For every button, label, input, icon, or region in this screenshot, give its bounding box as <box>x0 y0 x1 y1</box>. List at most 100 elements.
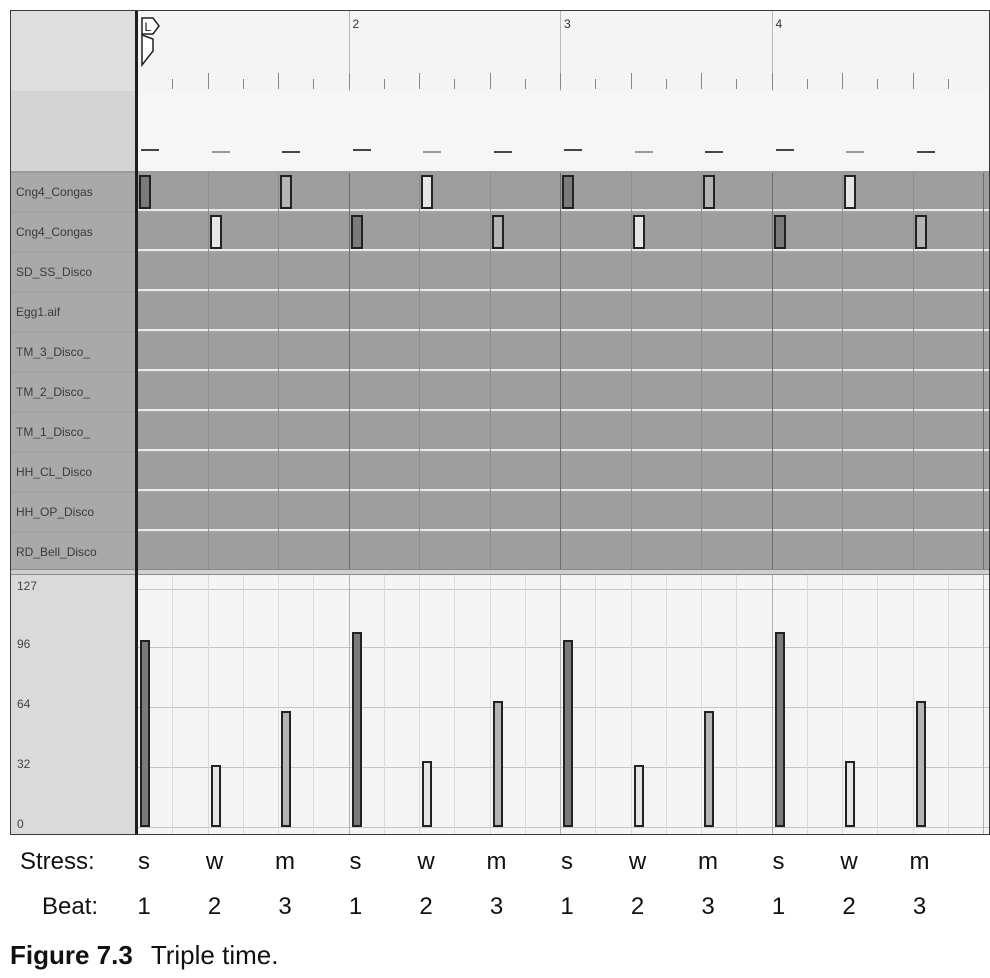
velocity-vgrid <box>877 575 879 834</box>
bar-line <box>348 11 350 91</box>
velocity-vgrid <box>560 575 561 834</box>
lane-grid-line <box>983 173 984 571</box>
track-name[interactable]: SD_SS_Disco <box>11 253 137 291</box>
velocity-scale: 127 96 64 32 0 <box>11 575 138 834</box>
drum-note[interactable] <box>844 175 856 209</box>
drum-note[interactable] <box>632 215 645 249</box>
drum-note[interactable] <box>562 175 574 209</box>
track-name[interactable]: Cng4_Congas <box>11 173 137 211</box>
velocity-bar[interactable] <box>351 632 362 827</box>
ruler-tick <box>877 79 879 89</box>
ruler-tick <box>560 73 561 89</box>
drum-lane[interactable]: HH_OP_Disco <box>11 493 989 531</box>
controller-dash <box>141 149 159 151</box>
controller-strip-corner <box>11 91 138 171</box>
velocity-bar[interactable] <box>563 639 573 827</box>
drum-lane[interactable]: Cng4_Congas <box>11 173 989 211</box>
pane-splitter[interactable] <box>11 569 989 575</box>
ruler-tick <box>419 73 420 89</box>
drum-note[interactable] <box>209 215 222 249</box>
track-name[interactable]: Egg1.aif <box>11 293 137 331</box>
drum-note[interactable] <box>139 175 151 209</box>
stress-value: s <box>561 848 573 875</box>
lane-grid-line <box>912 173 914 571</box>
track-name[interactable]: RD_Bell_Disco <box>11 533 137 571</box>
velocity-bar[interactable] <box>774 632 785 827</box>
velocity-bar[interactable] <box>845 761 855 827</box>
lane-grid-line <box>207 173 209 571</box>
beat-row-label: Beat: <box>42 893 99 920</box>
velocity-lane <box>11 575 989 834</box>
controller-dash <box>282 151 300 153</box>
velocity-vgrid <box>242 575 244 834</box>
controller-dash <box>211 151 230 153</box>
stress-value: m <box>909 848 930 875</box>
velocity-bar[interactable] <box>281 710 291 827</box>
ruler-tick <box>806 79 808 89</box>
drum-lane[interactable]: RD_Bell_Disco <box>11 533 989 571</box>
drum-note[interactable] <box>703 175 715 209</box>
beat-value: 3 <box>701 893 715 920</box>
beat-value: 2 <box>419 893 433 920</box>
track-name[interactable]: HH_OP_Disco <box>11 493 137 531</box>
track-name[interactable]: TM_1_Disco_ <box>11 413 137 451</box>
lane-grid-line <box>771 173 773 571</box>
velocity-bar[interactable] <box>915 701 926 827</box>
velocity-vgrid <box>630 575 632 834</box>
beat-value: 2 <box>207 893 222 920</box>
playhead-cursor[interactable] <box>135 11 138 834</box>
drum-lane[interactable]: SD_SS_Disco <box>11 253 989 291</box>
drum-note[interactable] <box>280 175 292 209</box>
drum-note[interactable] <box>350 215 363 249</box>
velocity-scale-label: 127 <box>17 579 38 593</box>
drum-note[interactable] <box>491 215 504 249</box>
track-name[interactable]: HH_CL_Disco <box>11 453 137 491</box>
controller-dash <box>352 149 371 151</box>
drum-note[interactable] <box>421 175 433 209</box>
drum-lane[interactable]: TM_1_Disco_ <box>11 413 989 451</box>
drum-lanes: Cng4_Congas Cng4_Congas SD_SS_Disco Egg1.ai… <box>11 173 989 571</box>
velocity-bar[interactable] <box>210 765 221 827</box>
ruler-tick <box>736 79 738 89</box>
velocity-scale-label: 0 <box>17 817 24 831</box>
ruler-tick <box>383 79 385 89</box>
timeline-ruler[interactable]: 2 3 4 <box>11 11 989 92</box>
ruler-tick <box>630 73 632 89</box>
lane-grid-line <box>701 173 702 571</box>
drum-note[interactable] <box>773 215 786 249</box>
drum-lane[interactable]: HH_CL_Disco <box>11 453 989 491</box>
bar-number: 2 <box>352 17 360 31</box>
stress-value: s <box>138 848 150 875</box>
drum-lane[interactable]: TM_2_Disco_ <box>11 373 989 411</box>
ruler-tick <box>912 73 914 89</box>
velocity-bar[interactable] <box>633 765 644 827</box>
velocity-bar[interactable] <box>704 710 714 827</box>
track-name[interactable]: TM_3_Disco_ <box>11 333 137 371</box>
velocity-vgrid <box>947 575 949 834</box>
bar-number: 3 <box>564 17 571 31</box>
track-name[interactable]: Cng4_Congas <box>11 213 137 251</box>
track-name[interactable]: TM_2_Disco_ <box>11 373 137 411</box>
velocity-vgrid <box>207 575 209 834</box>
drum-lane[interactable]: TM_3_Disco_ <box>11 333 989 371</box>
velocity-vgrid <box>348 575 350 834</box>
beat-value: 1 <box>137 893 151 920</box>
figure-number: Figure 7.3 <box>10 940 133 970</box>
ruler-tick <box>771 73 773 89</box>
left-locator-marker[interactable]: L <box>141 17 163 68</box>
velocity-vgrid <box>524 575 526 834</box>
ruler-tick <box>947 79 949 89</box>
velocity-vgrid <box>983 575 984 834</box>
beat-value: 1 <box>771 893 786 920</box>
velocity-bar[interactable] <box>492 701 503 827</box>
drum-lane[interactable]: Egg1.aif <box>11 293 989 331</box>
bar-line <box>560 11 561 91</box>
velocity-bar[interactable] <box>140 639 150 827</box>
lane-grid-line <box>842 173 843 571</box>
velocity-bar[interactable] <box>422 761 432 827</box>
stress-value: s <box>772 848 785 875</box>
ruler-tick <box>278 73 279 89</box>
lane-grid-line <box>419 173 420 571</box>
stress-value: s <box>349 848 362 875</box>
drum-note[interactable] <box>914 215 927 249</box>
